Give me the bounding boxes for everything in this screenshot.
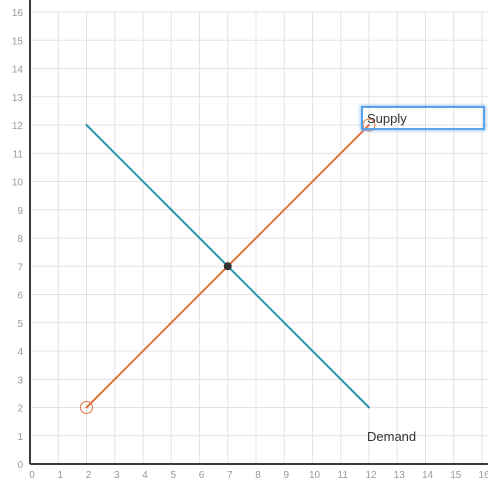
x-tick-label: 7 <box>227 470 233 481</box>
y-tick-label: 6 <box>17 291 23 302</box>
y-tick-label: 14 <box>12 65 24 76</box>
demand-label[interactable]: Demand <box>367 429 416 444</box>
x-tick-label: 0 <box>29 470 35 481</box>
supply-label-input[interactable] <box>361 106 485 130</box>
y-tick-label: 8 <box>17 234 23 245</box>
x-tick-label: 3 <box>114 470 120 481</box>
x-tick-label: 8 <box>255 470 261 481</box>
equilibrium-point[interactable] <box>224 262 232 270</box>
x-tick-label: 13 <box>394 470 406 481</box>
y-tick-label: 16 <box>12 8 24 19</box>
x-tick-label: 16 <box>478 470 488 481</box>
y-tick-label: 0 <box>17 460 23 471</box>
x-tick-label: 9 <box>283 470 289 481</box>
y-tick-label: 4 <box>17 347 23 358</box>
x-tick-label: 6 <box>199 470 205 481</box>
x-tick-label: 5 <box>170 470 176 481</box>
x-tick-label: 12 <box>365 470 377 481</box>
x-tick-label: 2 <box>86 470 92 481</box>
curve-labels[interactable]: Demand <box>367 429 416 444</box>
y-tick-label: 15 <box>12 36 24 47</box>
x-tick-label: 4 <box>142 470 148 481</box>
x-tick-label: 15 <box>450 470 462 481</box>
y-tick-label: 5 <box>17 319 23 330</box>
y-tick-label: 1 <box>17 432 23 443</box>
y-tick-label: 2 <box>17 404 23 415</box>
x-tick-label: 1 <box>57 470 63 481</box>
y-tick-label: 9 <box>17 206 23 217</box>
y-tick-label: 7 <box>17 262 23 273</box>
x-tick-label: 10 <box>309 470 321 481</box>
y-tick-label: 3 <box>17 375 23 386</box>
x-tick-label: 11 <box>338 470 349 481</box>
y-tick-label: 10 <box>12 178 24 189</box>
y-tick-label: 11 <box>13 149 24 160</box>
y-tick-label: 12 <box>12 121 24 132</box>
x-tick-label: 14 <box>422 470 434 481</box>
y-tick-label: 13 <box>12 93 24 104</box>
